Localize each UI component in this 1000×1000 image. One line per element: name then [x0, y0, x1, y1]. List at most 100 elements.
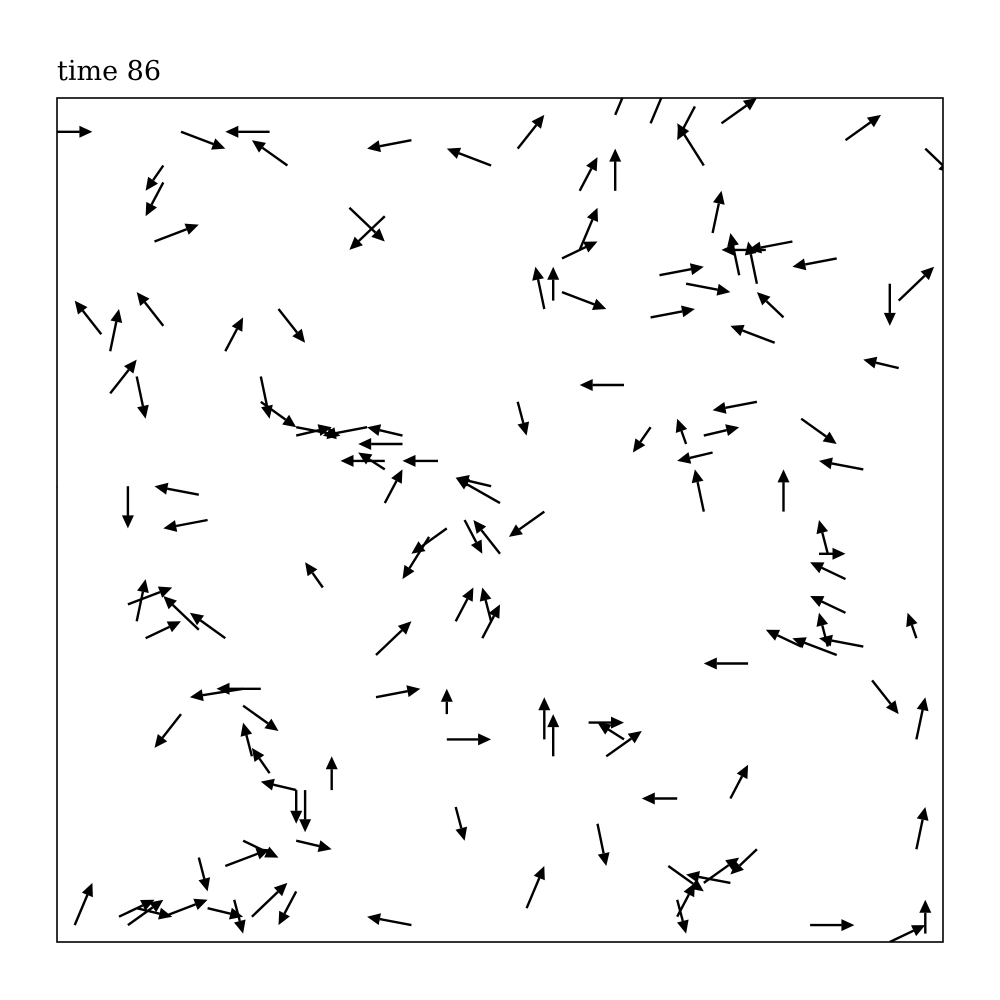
arrow-26: [660, 263, 704, 275]
arrow-shaft: [285, 891, 297, 913]
arrow-head: [547, 267, 559, 280]
arrow-shaft: [110, 322, 116, 352]
arrow-shaft: [296, 841, 319, 846]
arrow-shaft: [181, 132, 213, 144]
arrow-head: [642, 793, 655, 805]
arrow-shaft: [725, 402, 757, 408]
arrow-41: [137, 292, 164, 326]
arrow-head: [580, 379, 593, 391]
arrow-126: [598, 824, 610, 866]
arrow-105: [241, 723, 253, 757]
arrow-shaft: [456, 807, 462, 828]
arrow-head: [122, 515, 134, 528]
arrow-shaft: [690, 453, 713, 458]
arrow-head: [917, 807, 929, 821]
arrow-58: [518, 402, 530, 436]
arrow-70: [163, 520, 207, 532]
arrow-shaft: [459, 153, 491, 165]
arrow-shaft: [456, 599, 468, 621]
arrow-head: [717, 284, 731, 296]
arrow-head: [326, 756, 338, 769]
arrow-shaft: [743, 331, 775, 343]
arrow-head: [185, 224, 199, 235]
arrow-shaft: [380, 430, 403, 435]
arrow-head: [367, 913, 381, 925]
arrow-head: [211, 138, 225, 149]
arrow-108: [290, 790, 302, 824]
arrow-90: [480, 588, 492, 622]
arrow-head: [532, 267, 544, 281]
arrow-shaft: [846, 122, 871, 140]
arrow-head: [403, 565, 415, 579]
arrow-76: [509, 512, 544, 537]
arrow-head: [282, 415, 296, 428]
arrow-shaft: [45, 486, 57, 508]
arrow-shaft: [761, 242, 793, 248]
arrow-shaft: [380, 140, 412, 146]
arrow-head: [598, 723, 612, 735]
arrow-head: [146, 177, 158, 191]
arrow-shaft: [482, 616, 494, 638]
arrow-shaft: [75, 895, 88, 925]
arrow-head: [441, 689, 453, 702]
arrow-22: [562, 242, 598, 259]
arrow-123: [916, 697, 928, 739]
arrow-head: [713, 191, 725, 205]
arrow-head: [713, 402, 727, 414]
arrow-shaft: [822, 568, 846, 579]
arrow-head: [863, 357, 877, 369]
arrow-shaft: [562, 247, 586, 258]
arrow-shaft: [660, 269, 692, 275]
arrow-head: [841, 919, 854, 931]
arrow-head: [817, 613, 829, 627]
arrow-head: [609, 149, 621, 162]
arrow-shaft: [751, 254, 757, 284]
arrow-head: [676, 419, 687, 433]
arrow-6: [518, 115, 545, 149]
arrow-shaft: [296, 430, 319, 435]
arrow-shaft: [313, 573, 323, 588]
arrow-19: [580, 157, 598, 191]
arrow-head: [252, 748, 264, 762]
arrow-112: [376, 685, 420, 697]
arrow-head: [39, 647, 53, 658]
arrow-85: [305, 562, 323, 587]
arrow-111: [326, 756, 338, 790]
arrow-shaft: [155, 229, 187, 241]
arrow-head: [358, 438, 371, 450]
arrow-shaft: [167, 489, 199, 495]
arrow-109: [296, 840, 332, 852]
arrow-head: [611, 717, 624, 729]
arrow-shaft: [380, 919, 412, 925]
arrow-shaft: [925, 149, 942, 165]
arrow-head: [823, 432, 837, 444]
arrow-shaft: [163, 904, 195, 916]
arrow-124: [916, 807, 928, 849]
arrow-head: [158, 587, 172, 598]
arrow-head: [833, 548, 846, 560]
arrow-shaft: [698, 482, 704, 512]
arrow-67: [39, 486, 57, 520]
arrow-head: [234, 920, 246, 934]
arrow-shaft: [615, 85, 628, 115]
arrow-head: [886, 700, 899, 714]
arrow-head: [690, 263, 704, 275]
arrow-head: [478, 733, 491, 745]
arrow-shaft: [519, 512, 544, 530]
arrow-head: [137, 579, 149, 593]
arrow-head: [906, 613, 917, 627]
arrow-45: [225, 317, 243, 351]
arrow-head: [225, 126, 238, 138]
arrow-104: [243, 706, 278, 731]
arrow-106: [252, 748, 270, 773]
arrow-shaft: [730, 776, 742, 798]
arrow-25: [562, 292, 606, 310]
arrow-shaft: [598, 824, 604, 854]
arrow-head: [252, 140, 266, 152]
arrow-head: [681, 306, 695, 318]
arrow-24: [532, 267, 544, 309]
arrow-shaft: [225, 329, 237, 351]
arrow-shaft: [527, 878, 540, 908]
arrow-shaft: [608, 730, 624, 740]
arrow-shaft: [916, 820, 922, 850]
